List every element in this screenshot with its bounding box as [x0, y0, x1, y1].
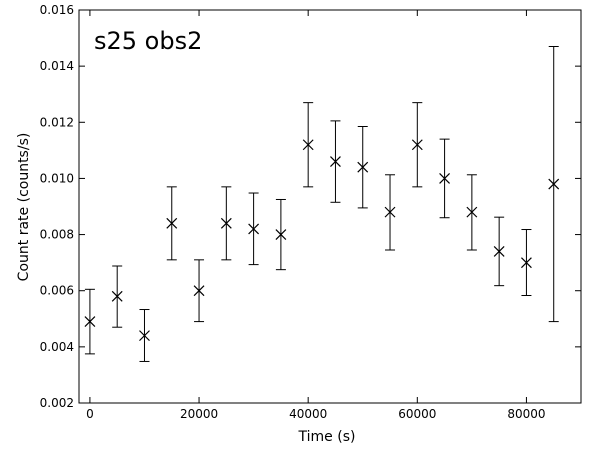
axis-labels: 0 20000 40000 60000 80000 0.002 0.004 0.006 0.00…: [40, 3, 546, 421]
data-point-marker: [439, 173, 451, 184]
x-tick-label: 0: [86, 407, 94, 421]
axis-ticks: [79, 9, 581, 404]
x-axis-label: Time (s): [298, 429, 356, 445]
data-point-marker: [384, 206, 396, 218]
data-point-marker: [411, 139, 423, 151]
chart-title: s25 obs2: [94, 27, 202, 55]
data-point-marker: [275, 229, 287, 240]
y-tick-label: 0.012: [40, 115, 74, 129]
x-tick-label: 40000: [289, 407, 327, 421]
data-point-marker: [302, 139, 314, 151]
y-tick-label: 0.006: [40, 284, 74, 298]
data-point-marker: [193, 285, 205, 297]
y-tick-label: 0.010: [40, 171, 74, 185]
data-point-marker: [220, 217, 232, 229]
data-point-marker: [84, 316, 96, 328]
data-point-marker: [248, 223, 260, 235]
data-point-marker: [466, 206, 478, 218]
data-point-marker: [548, 178, 560, 190]
x-tick-label: 60000: [398, 407, 436, 421]
data-point-marker: [111, 290, 123, 302]
y-tick-label: 0.008: [40, 228, 74, 242]
data-point-marker: [330, 156, 341, 168]
y-tick-label: 0.014: [40, 59, 74, 73]
data-point-marker: [493, 245, 505, 257]
y-tick-label: 0.016: [40, 3, 74, 17]
y-axis-label: Count rate (counts/s): [16, 133, 32, 282]
x-tick-label: 20000: [180, 407, 218, 421]
data-point-marker: [139, 330, 150, 342]
data-point-marker: [166, 217, 178, 229]
y-tick-label: 0.002: [40, 396, 74, 410]
y-tick-label: 0.004: [40, 340, 74, 354]
x-tick-label: 80000: [507, 407, 545, 421]
data-point-marker: [521, 257, 532, 269]
data-point-marker: [357, 161, 369, 173]
plot-frame: [78, 9, 582, 404]
plot-area: [78, 9, 582, 404]
